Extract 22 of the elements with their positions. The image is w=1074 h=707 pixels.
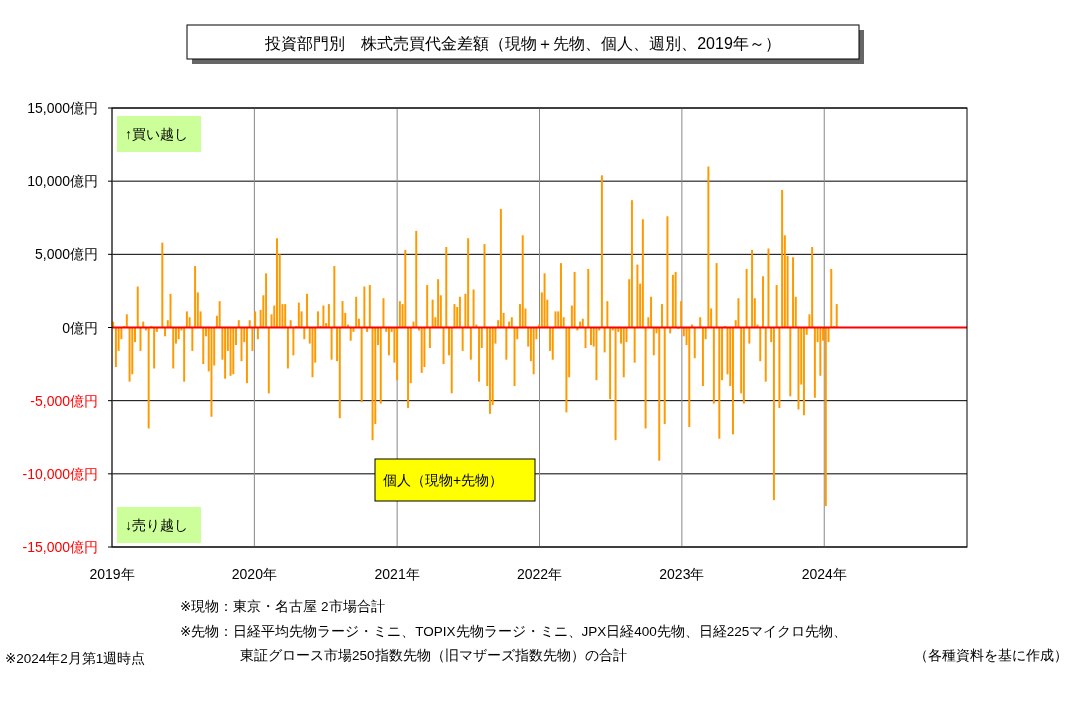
chart-title: 投資部門別 株式売買代金差額（現物＋先物、個人、週別、2019年～）: [264, 35, 781, 52]
x-tick-label: 2019年: [89, 566, 135, 582]
annotation: ↓売り越し: [125, 517, 188, 533]
x-tick-label: 2024年: [801, 566, 847, 582]
y-tick-label: 15,000億円: [27, 100, 98, 116]
annotation: 個人（現物+先物）: [383, 472, 504, 488]
y-tick-label: -10,000億円: [22, 465, 98, 482]
text: ※2024年2月第1週時点: [5, 651, 146, 666]
x-tick-label: 2023年: [659, 566, 705, 582]
text: ※現物：東京・名古屋 2市場合計: [180, 599, 385, 614]
annotation: ↑買い越し: [125, 126, 188, 142]
y-tick-label: -15,000億円: [22, 539, 98, 555]
x-tick-label: 2020年: [231, 566, 277, 582]
y-tick-label: 0億円: [62, 319, 98, 336]
text: ※先物：日経平均先物ラージ・ミニ、TOPIX先物ラージ・ミニ、JPX日経400先物、日経225マイクロ先物、: [180, 624, 848, 639]
x-tick-label: 2021年: [374, 566, 420, 582]
text: （各種資料を基に作成）: [914, 648, 1068, 663]
y-tick-label: -5,000億円: [30, 392, 98, 409]
x-tick-label: 2022年: [516, 566, 563, 582]
text: 東証グロース市場250指数先物（旧マザーズ指数先物）の合計: [240, 648, 627, 663]
y-tick-label: 5,000億円: [34, 246, 98, 263]
y-tick-label: 10,000億円: [27, 173, 98, 190]
